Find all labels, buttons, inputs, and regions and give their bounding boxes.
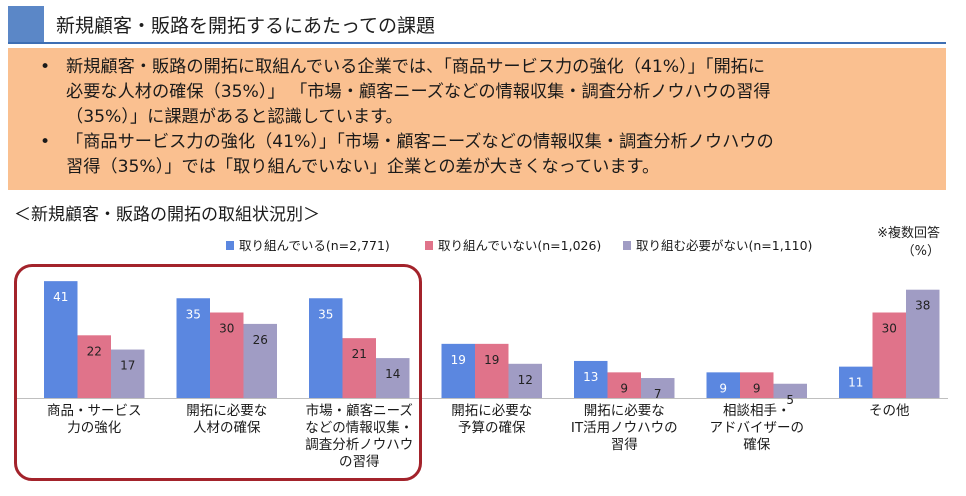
legend-label-3: 取り組む必要がない(n=1,110) <box>636 238 812 253</box>
bar-s2-c4 <box>475 343 509 398</box>
bar-s2-c6 <box>740 372 774 398</box>
bar-s1-c5 <box>574 360 608 398</box>
data-label-s3-c2: 26 <box>253 333 268 347</box>
multiple-answer-note: ※複数回答 <box>877 226 940 241</box>
data-label-s1-c6: 9 <box>719 381 727 395</box>
bar-s1-c2 <box>176 298 210 398</box>
summary-line: 「商品サービス力の強化（41%）」「市場・顧客ニーズなどの情報収集・調査分析ノウ… <box>66 132 774 152</box>
data-label-s2-c2: 30 <box>219 322 234 336</box>
data-label-s2-c3: 21 <box>352 347 367 361</box>
bar-s3-c6 <box>773 383 807 398</box>
data-label-s3-c5: 7 <box>654 387 662 401</box>
legend-label-1: 取り組んでいる(n=2,771) <box>239 238 390 253</box>
category-label-c4-l2: 予算の確保 <box>458 420 526 436</box>
title-accent-square <box>8 6 44 42</box>
bar-s1-c4 <box>441 343 475 398</box>
bar-s2-c3 <box>342 338 376 398</box>
summary-line: （35%）」に課題があると認識しています。 <box>66 107 403 127</box>
data-label-s3-c7: 38 <box>915 299 930 313</box>
bar-s2-c7 <box>872 312 906 398</box>
bar-s2-c5 <box>607 372 641 398</box>
bar-s3-c7 <box>906 289 940 398</box>
category-label-c3-l3: 調査分析ノウハウ <box>305 437 413 453</box>
bar-s3-c5 <box>641 378 675 398</box>
category-label-c6-l3: 確保 <box>743 437 771 453</box>
highlight-frame <box>14 264 422 481</box>
data-label-s1-c4: 19 <box>451 353 466 367</box>
category-label-c3-l1: 市場・顧客ニーズ <box>306 402 413 419</box>
category-label-c1-l1: 商品・サービス <box>47 403 142 419</box>
legend-swatch-3 <box>623 241 631 250</box>
summary-box: 新規顧客・販路の開拓に取組んでいる企業では、「商品サービス力の強化（41%）」「… <box>8 48 946 190</box>
bar-s2-c2 <box>210 312 244 398</box>
legend-swatch-2 <box>425 241 433 250</box>
category-label-c3-l2: などの情報収集・ <box>305 420 413 436</box>
data-label-s2-c6: 9 <box>753 381 761 395</box>
category-label-c6-l2: アドバイザーの <box>710 420 805 436</box>
data-label-s1-c7: 11 <box>848 376 863 390</box>
summary-bullet: 「商品サービス力の強化（41%）」「市場・顧客ニーズなどの情報収集・調査分析ノウ… <box>40 130 926 180</box>
title-bar: 新規顧客・販路を開拓するにあたっての課題 <box>8 6 946 44</box>
category-label-c5-l2: IT活用ノウハウの <box>571 420 678 436</box>
category-label-c1-l2: 力の強化 <box>67 420 121 436</box>
summary-list: 新規顧客・販路の開拓に取組んでいる企業では、「商品サービス力の強化（41%）」「… <box>40 55 926 180</box>
bar-s1-c1 <box>44 281 78 398</box>
bar-s1-c3 <box>309 298 343 398</box>
legend-label-2: 取り組んでいない(n=1,026) <box>438 238 601 253</box>
data-label-s1-c1: 41 <box>53 290 68 304</box>
bar-s3-c4 <box>508 363 542 398</box>
data-label-s3-c4: 12 <box>518 373 533 387</box>
category-label-c4-l1: 開拓に必要な <box>451 403 532 419</box>
category-label-c5-l3: 習得 <box>611 436 638 453</box>
chart-subheading: ＜新規顧客・販路の開拓の取組状況別＞ <box>14 205 320 225</box>
category-label-c7-l1: その他 <box>869 403 910 419</box>
bar-s3-c1 <box>111 349 145 398</box>
bar-s3-c2 <box>243 323 277 398</box>
bar-s2-c1 <box>77 335 111 398</box>
data-label-s2-c4: 19 <box>484 353 499 367</box>
legend-swatch-1 <box>226 241 234 250</box>
bar-s3-c3 <box>376 358 410 398</box>
summary-line: 新規顧客・販路の開拓に取組んでいる企業では、「商品サービス力の強化（41%）」「… <box>66 57 766 77</box>
summary-line: 習得（35%）」では「取り組んでいない」企業との差が大きくなっています。 <box>66 157 660 177</box>
data-label-s1-c2: 35 <box>186 307 201 321</box>
data-label-s1-c3: 35 <box>318 307 333 321</box>
data-label-s2-c5: 9 <box>620 381 628 395</box>
data-label-s3-c1: 17 <box>120 359 135 373</box>
unit-note: （%） <box>901 244 940 259</box>
category-label-c3-l4: の習得 <box>339 453 380 470</box>
summary-line: 必要な人材の確保（35%）」 「市場・顧客ニーズなどの情報収集・調査分析ノウハウ… <box>66 82 771 102</box>
data-label-s2-c1: 22 <box>87 344 102 358</box>
bar-s1-c7 <box>839 366 873 398</box>
category-label-c6-l1: 相談相手・ <box>723 403 791 419</box>
page-title: 新規顧客・販路を開拓するにあたっての課題 <box>56 15 436 37</box>
data-label-s3-c3: 14 <box>385 367 400 381</box>
data-label-s2-c7: 30 <box>882 322 897 336</box>
summary-bullet: 新規顧客・販路の開拓に取組んでいる企業では、「商品サービス力の強化（41%）」「… <box>40 55 926 130</box>
bar-s1-c6 <box>706 372 740 398</box>
data-label-s3-c6: 5 <box>786 393 794 407</box>
category-label-c5-l1: 開拓に必要な <box>584 403 665 419</box>
category-label-c2-l1: 開拓に必要な <box>186 403 267 419</box>
category-label-c2-l2: 人材の確保 <box>193 420 261 436</box>
data-label-s1-c5: 13 <box>583 370 598 384</box>
